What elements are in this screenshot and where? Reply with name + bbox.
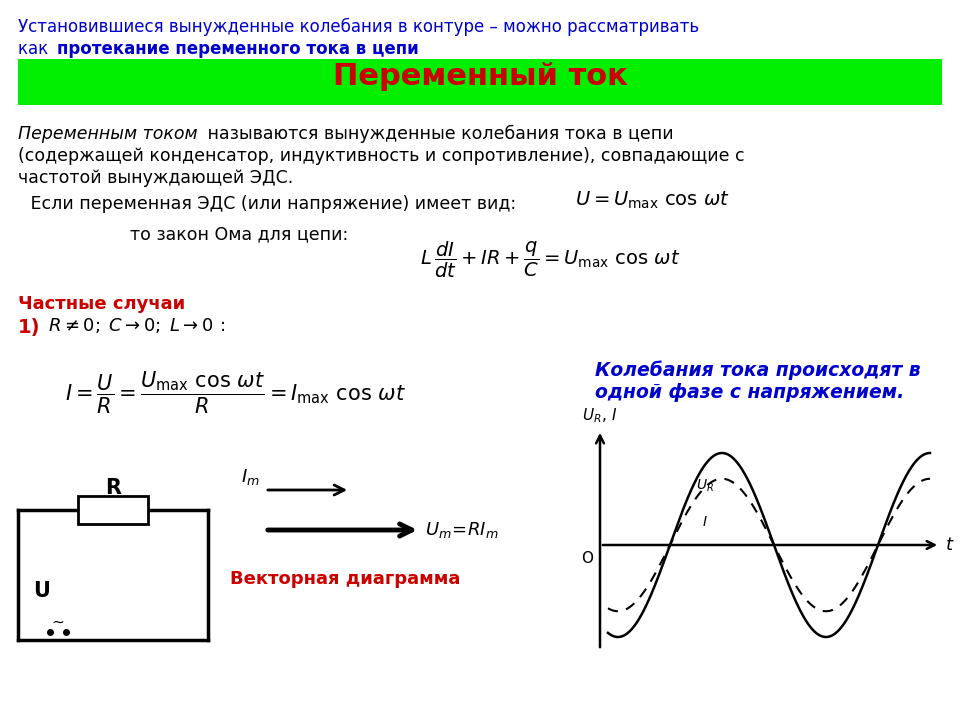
Bar [18,59,942,105]
Text: U: U [33,580,50,600]
Text: $U_m\!=\!RI_m$: $U_m\!=\!RI_m$ [425,520,498,540]
Text: Переменным током: Переменным током [18,125,198,143]
Text: 1): 1) [18,318,40,337]
Text: $I = \dfrac{U}{R} = \dfrac{U_{\rm max}\ \cos\,\omega t}{R} = I_{\rm max}\ \cos\,: $I = \dfrac{U}{R} = \dfrac{U_{\rm max}\ … [65,370,406,416]
Text: частотой вынуждающей ЭДС.: частотой вынуждающей ЭДС. [18,169,293,187]
Text: $U_R$: $U_R$ [696,477,714,494]
Text: Частные случаи: Частные случаи [18,295,185,313]
Text: Переменный ток: Переменный ток [332,62,628,91]
Text: Если переменная ЭДС (или напряжение) имеет вид:: Если переменная ЭДС (или напряжение) име… [25,195,516,213]
Text: (содержащей конденсатор, индуктивность и сопротивление), совпадающие с: (содержащей конденсатор, индуктивность и… [18,147,745,165]
Text: Колебания тока происходят в: Колебания тока происходят в [595,360,921,379]
Text: называются вынужденные колебания тока в цепи: называются вынужденные колебания тока в … [202,125,674,143]
Bar [78,496,148,524]
Text: $R \neq 0;\; C \rightarrow 0;\; L \rightarrow 0\,:$: $R \neq 0;\; C \rightarrow 0;\; L \right… [48,316,225,335]
Text: $U_R,\,I$: $U_R,\,I$ [583,406,617,425]
Text: $I$: $I$ [702,516,708,529]
Text: R: R [105,478,121,498]
Text: одной фазе с напряжением.: одной фазе с напряжением. [595,383,904,402]
Text: O: O [581,551,593,566]
Text: ~: ~ [52,615,64,630]
Text: Установившиеся вынужденные колебания в контуре – можно рассматривать: Установившиеся вынужденные колебания в к… [18,18,699,36]
Text: Векторная диаграмма: Векторная диаграмма [229,570,460,588]
Text: то закон Ома для цепи:: то закон Ома для цепи: [130,225,348,243]
Text: как: как [18,40,54,58]
Text: протекание переменного тока в цепи: протекание переменного тока в цепи [57,40,419,58]
Text: $I_m$: $I_m$ [241,467,260,487]
Text: $t$: $t$ [945,536,954,554]
Text: $U = U_{\rm max}\ \cos\,\omega t$: $U = U_{\rm max}\ \cos\,\omega t$ [575,190,730,211]
Text: $L\,\dfrac{dI}{dt} + IR + \dfrac{q}{C} = U_{\rm max}\ \cos\,\omega t$: $L\,\dfrac{dI}{dt} + IR + \dfrac{q}{C} =… [420,240,681,280]
